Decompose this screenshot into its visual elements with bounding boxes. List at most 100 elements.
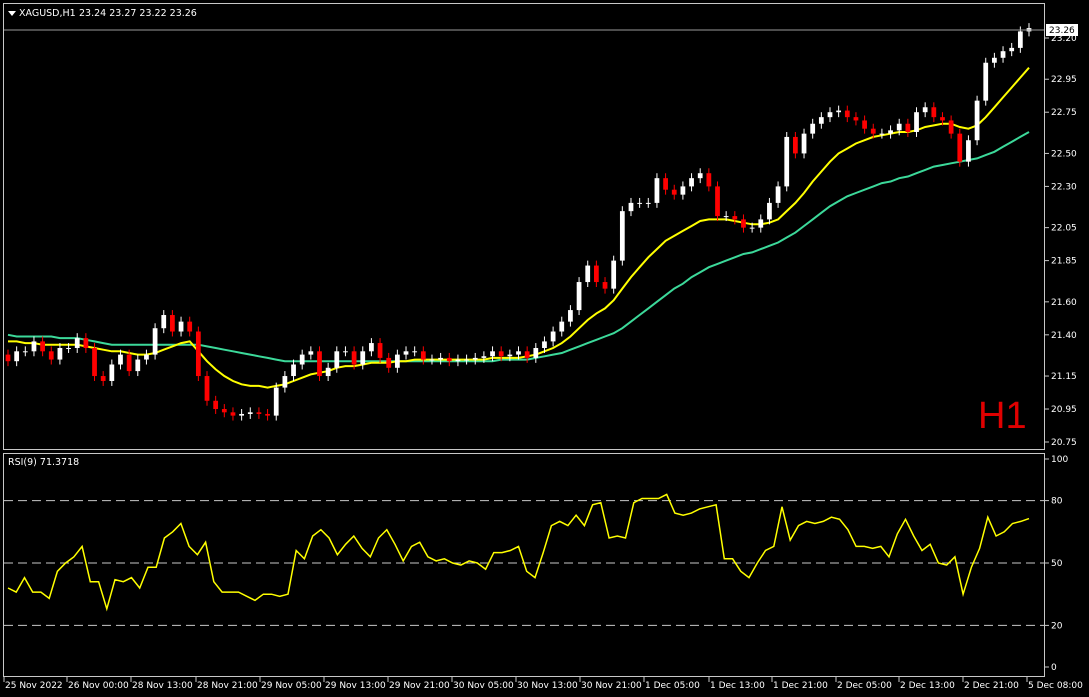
- candle-body: [92, 348, 97, 377]
- bull-candle: [429, 354, 435, 365]
- bear-candle: [671, 184, 677, 200]
- bull-candle: [879, 128, 885, 139]
- candle-body: [836, 110, 842, 113]
- candle-body: [291, 364, 296, 377]
- bear-candle: [957, 128, 963, 167]
- candle-body: [325, 367, 331, 377]
- bull-candle: [810, 118, 816, 139]
- bear-candle: [265, 409, 270, 421]
- bull-candle: [619, 206, 625, 266]
- candle-body: [741, 219, 746, 228]
- bull-candle: [1000, 46, 1006, 63]
- bull-candle: [369, 338, 374, 357]
- bear-candle: [602, 277, 608, 294]
- price-tick-label: 22.50: [1051, 149, 1077, 159]
- candle-body: [732, 216, 738, 220]
- candle-body: [749, 227, 755, 229]
- candle-body: [654, 178, 660, 203]
- candle-body: [862, 120, 867, 129]
- rsi-line: [7, 493, 1030, 612]
- rsi-axis: 100 80 50 20 0: [1044, 455, 1068, 673]
- bull-candle: [118, 349, 123, 370]
- candle-body: [377, 343, 383, 358]
- bear-candle: [351, 346, 357, 370]
- price-tick-label: 20.75: [1051, 438, 1077, 448]
- bull-candle: [758, 214, 764, 233]
- candle-body: [481, 356, 487, 358]
- bear-candle: [446, 352, 452, 367]
- bull-candle: [645, 197, 651, 208]
- candle-body: [386, 357, 392, 368]
- bear-candle: [213, 395, 219, 414]
- price-tick-label: 22.75: [1051, 108, 1077, 118]
- bear-candle: [230, 407, 236, 421]
- bull-candle: [654, 173, 660, 208]
- candle-body: [455, 359, 461, 362]
- candle-body: [360, 351, 366, 365]
- bull-candle: [749, 222, 755, 233]
- bull-candle: [299, 349, 305, 370]
- bull-candle: [827, 107, 833, 123]
- candle-body: [66, 348, 71, 350]
- candle-body: [126, 354, 132, 372]
- candle-body: [663, 178, 668, 190]
- candle-body: [974, 100, 980, 141]
- candle-body: [31, 341, 37, 352]
- bull-candle: [533, 343, 539, 363]
- bear-candle: [170, 310, 175, 337]
- candle-body: [161, 315, 167, 329]
- rsi-tick-label: 0: [1051, 663, 1057, 673]
- bull-candle: [273, 382, 279, 421]
- candle-body: [394, 354, 400, 368]
- rsi-series: [7, 493, 1030, 612]
- time-tick-label: 29 Nov 05:00: [261, 681, 322, 691]
- bull-candle: [66, 343, 71, 353]
- bear-candle: [126, 349, 132, 377]
- candle-body: [870, 128, 876, 134]
- rsi-tick-label: 80: [1051, 497, 1063, 507]
- candle-body: [992, 57, 997, 63]
- time-tick-label: 2 Dec 05:00: [837, 681, 892, 691]
- candle-body: [585, 265, 591, 283]
- bear-candle: [862, 115, 867, 134]
- candle-body: [403, 351, 409, 355]
- timeframe-watermark: H1: [978, 395, 1027, 437]
- bull-candle: [57, 343, 63, 365]
- candle-body: [239, 413, 244, 416]
- candle-body: [680, 186, 686, 195]
- bull-candle: [507, 349, 513, 362]
- candle-body: [152, 328, 158, 355]
- bull-candle: [464, 354, 469, 365]
- rsi-tick-label: 100: [1051, 455, 1068, 465]
- candle-body: [593, 265, 599, 283]
- bull-candle: [31, 336, 37, 357]
- candle-body: [83, 338, 89, 349]
- bull-candle: [775, 181, 781, 208]
- time-tick-label: 30 Nov 05:00: [453, 681, 514, 691]
- candle-body: [195, 331, 201, 377]
- bull-candle: [455, 354, 461, 367]
- bull-candle: [966, 135, 971, 167]
- candle-body: [879, 133, 885, 135]
- candle-body: [983, 62, 989, 101]
- candle-body: [5, 354, 11, 362]
- bull-candle: [896, 118, 902, 136]
- time-tick-label: 28 Nov 13:00: [132, 681, 193, 691]
- candle-body: [793, 136, 798, 154]
- bull-candle: [585, 260, 591, 287]
- price-tick-label: 21.85: [1051, 257, 1077, 267]
- bear-candle: [931, 102, 937, 123]
- bull-candle: [542, 336, 547, 353]
- candle-body: [472, 357, 478, 360]
- bull-candle: [914, 107, 919, 137]
- candle-body: [57, 348, 63, 360]
- candle-body: [265, 413, 270, 416]
- chevron-down-icon[interactable]: [8, 11, 16, 16]
- ohlc-values: 23.24 23.27 23.22 23.26: [79, 8, 197, 19]
- price-panel: [3, 3, 1045, 450]
- candle-body: [204, 376, 210, 401]
- candle-body: [498, 351, 504, 357]
- candle-body: [940, 117, 945, 121]
- candle-body: [230, 412, 236, 416]
